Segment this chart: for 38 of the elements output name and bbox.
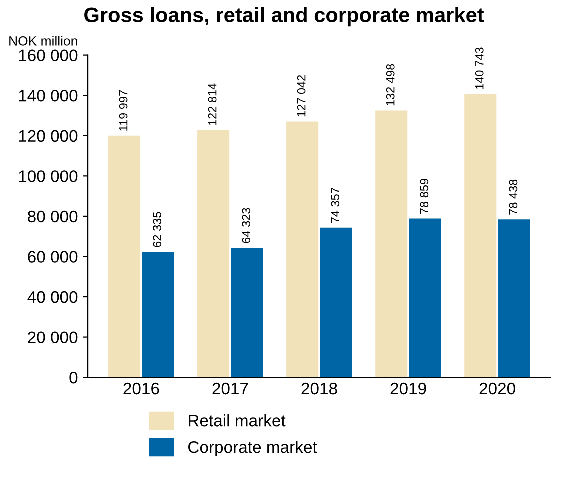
y-tick-label: 120 000 xyxy=(19,130,78,142)
bar xyxy=(498,220,530,378)
x-tick-label: 2016 xyxy=(124,382,160,395)
y-tick-label: 60 000 xyxy=(28,251,78,263)
y-tick-label: 40 000 xyxy=(28,291,78,304)
data-label: 78 859 xyxy=(420,179,429,214)
bar xyxy=(231,248,264,378)
chart-title: Gross loans, retail and corporate market xyxy=(84,7,484,27)
data-label: 74 357 xyxy=(331,188,340,224)
bar xyxy=(108,136,141,378)
bar xyxy=(320,228,352,378)
y-tick-label: 20 000 xyxy=(28,332,78,344)
y-tick-label: 140 000 xyxy=(19,90,78,102)
data-label: 64 323 xyxy=(242,208,251,244)
data-label: 78 438 xyxy=(509,180,518,215)
bar xyxy=(142,252,174,378)
legend-label: Corporate market xyxy=(188,441,318,457)
y-tick-label: 80 000 xyxy=(28,210,78,223)
bar xyxy=(376,110,408,378)
data-label: 119 997 xyxy=(119,90,128,131)
data-label: 127 042 xyxy=(297,75,306,117)
x-tick-label: 2018 xyxy=(302,382,338,395)
x-tick-label: 2017 xyxy=(212,382,248,395)
bar xyxy=(286,122,319,378)
bar xyxy=(464,94,497,378)
bar xyxy=(198,130,230,378)
y-tick-label: 0 xyxy=(70,372,78,384)
x-tick-label: 2020 xyxy=(480,382,516,395)
data-label: 62 335 xyxy=(153,212,162,248)
data-label: 132 498 xyxy=(386,64,395,106)
y-tick-label: 100 000 xyxy=(19,170,78,182)
y-axis-title: NOK million xyxy=(10,36,78,46)
data-label: 122 814 xyxy=(208,84,217,126)
x-tick-label: 2019 xyxy=(390,382,426,395)
bar xyxy=(409,218,442,378)
y-tick-label: 160 000 xyxy=(19,50,78,62)
legend-label: Retail market xyxy=(189,414,286,427)
data-label: 140 743 xyxy=(475,48,484,90)
